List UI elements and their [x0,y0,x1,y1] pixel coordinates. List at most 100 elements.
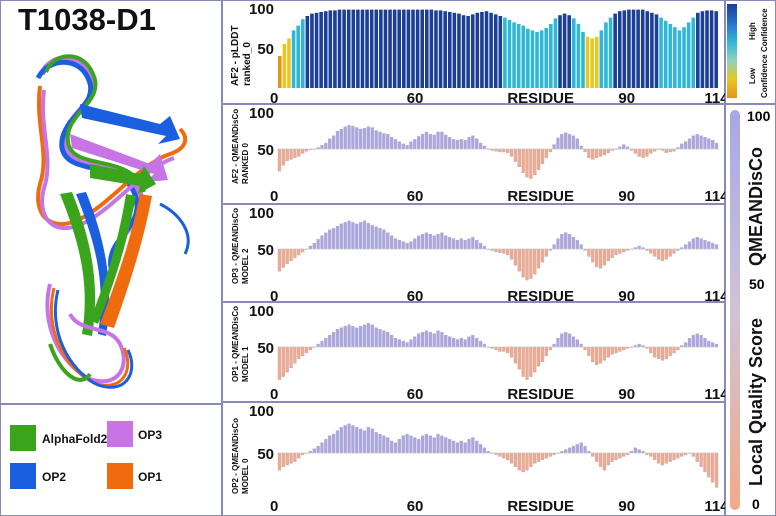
bar-qmean_af2-48 [463,139,467,150]
bar-qmean_af2-93 [637,148,641,157]
bar-qmean_op3-99 [660,248,665,262]
bar-qmean_op1-11 [320,340,324,348]
bar-qmean_op1-59 [506,346,510,354]
bar-qmean_op2-47 [459,440,463,454]
bar-plddt-13 [337,9,342,89]
bar-qmean_op1-35 [413,336,417,348]
ylabel2-plddt: ranked_0 [242,42,253,86]
legend-swatch-op3 [107,421,133,447]
bar-qmean_op3-33 [405,242,409,250]
bar-qmean_af2-92 [633,148,637,154]
xtick-qmean_op3-114: 114 [704,288,725,302]
xlabel-qmean_af2: RESIDUE [507,188,574,204]
bar-qmean_op1-84 [602,346,607,361]
ytick-qmean_af2-50: 50 [257,142,274,159]
qmean-colorbar-title: QMEANDisCo [746,146,766,266]
bar-qmean_op1-15 [335,329,340,348]
xlabel-qmean_op1: RESIDUE [507,386,574,402]
bar-qmean_op3-4 [293,248,297,259]
bar-qmean_op3-71 [552,244,556,250]
bar-plddt-89 [686,22,691,88]
bar-qmean_af2-11 [320,145,324,150]
bar-qmean_af2-12 [324,142,328,150]
bar-plddt-81 [650,12,654,88]
bar-qmean_op3-27 [382,229,386,250]
bar-qmean_op2-66 [533,452,537,464]
bar-plddt-40 [461,15,466,89]
xtick-qmean_op1-114: 114 [704,386,725,402]
bar-qmean_op1-43 [444,334,448,348]
plddt-low-label: Low [748,68,757,84]
bar-qmean_af2-4 [293,148,297,159]
ytick-qmean_op1-50: 50 [257,340,274,357]
legend-label-op3: OP3 [138,428,163,442]
bar-qmean_af2-81 [591,148,595,160]
bar-qmean_op2-10 [316,445,320,454]
bar-qmean_af2-71 [552,144,556,150]
bar-qmean_op2-62 [517,452,521,471]
bar-qmean_af2-77 [575,138,579,150]
bar-qmean_op1-71 [552,343,556,348]
xtick-qmean_op2-114: 114 [704,498,725,515]
bar-qmean_op3-83 [598,248,603,269]
bar-plddt-1 [282,44,287,88]
bar-plddt-25 [392,9,397,89]
bar-qmean_op1-14 [331,332,336,348]
bar-qmean_af2-36 [417,136,421,150]
bar-qmean_op2-63 [521,452,525,473]
bar-qmean_op3-20 [355,223,359,250]
bar-qmean_op2-96 [649,452,653,457]
bar-qmean_op1-98 [656,346,661,360]
bar-qmean_op1-16 [339,327,343,348]
bar-plddt-92 [700,11,705,89]
bar-qmean_op1-78 [579,343,583,348]
bar-qmean_af2-111 [707,138,711,150]
bar-qmean_op3-48 [463,239,467,250]
bar-qmean_op2-68 [540,452,545,461]
bar-qmean_af2-72 [556,137,560,150]
bar-qmean_af2-100 [664,148,668,153]
bar-plddt-33 [429,9,434,89]
bar-qmean_op1-112 [711,342,715,348]
bar-qmean_op3-105 [683,244,688,250]
bar-qmean_op3-44 [448,236,452,250]
bar-plddt-75 [622,10,627,88]
bar-qmean_op1-10 [316,343,320,348]
xtick-qmean_af2-60: 60 [407,188,424,204]
bar-qmean_op1-105 [683,342,688,348]
bar-qmean_op1-27 [382,330,386,348]
qmean-colorbar-mid-value: 50 [749,276,765,292]
bar-qmean_op1-31 [397,339,401,348]
qmean-colorbar-subtitle: Local Quality Score [746,317,766,486]
qmean-op3-chart: 100 50 0 60 90 114 RESIDUE OP3 - QMEANDisCo MODE… [231,205,725,302]
bar-plddt-85 [668,24,673,88]
bar-qmean_af2-46 [455,139,460,150]
bar-qmean_op2-11 [320,442,324,454]
bar-qmean_af2-97 [653,148,657,152]
bar-qmean_op3-5 [297,248,301,256]
bar-qmean_op3-11 [320,235,324,250]
bar-qmean_op1-67 [536,346,541,367]
bar-qmean_af2-63 [521,148,525,173]
bar-qmean_op3-41 [436,234,440,250]
bar-qmean_op1-74 [564,332,568,348]
bar-qmean_af2-3 [289,148,293,160]
bar-qmean_op2-41 [436,433,440,454]
bar-plddt-26 [397,9,402,89]
bar-qmean_op1-40 [432,333,436,348]
bar-qmean_op2-107 [691,452,695,457]
bar-qmean_op2-69 [544,452,548,459]
bar-qmean_af2-37 [420,134,425,150]
bar-qmean_af2-79 [583,148,587,153]
bar-qmean_op1-8 [308,346,313,351]
bar-qmean_op3-80 [587,248,591,257]
bar-qmean_af2-73 [560,134,564,150]
bar-qmean_af2-40 [432,134,436,150]
bar-qmean_op2-39 [428,435,432,454]
chart-panel-plddt [222,0,725,104]
bar-qmean_op3-109 [699,238,703,250]
bar-qmean_op2-64 [525,452,529,471]
bar-plddt-42 [470,14,475,88]
bar-qmean_af2-109 [699,135,703,150]
bar-qmean_af2-56 [494,148,498,152]
